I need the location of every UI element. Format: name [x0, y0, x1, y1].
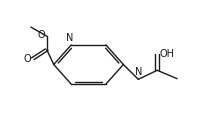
Text: N: N [66, 33, 73, 43]
Text: O: O [24, 54, 31, 64]
Text: O: O [38, 30, 45, 41]
Text: OH: OH [160, 49, 175, 59]
Text: N: N [135, 67, 142, 77]
